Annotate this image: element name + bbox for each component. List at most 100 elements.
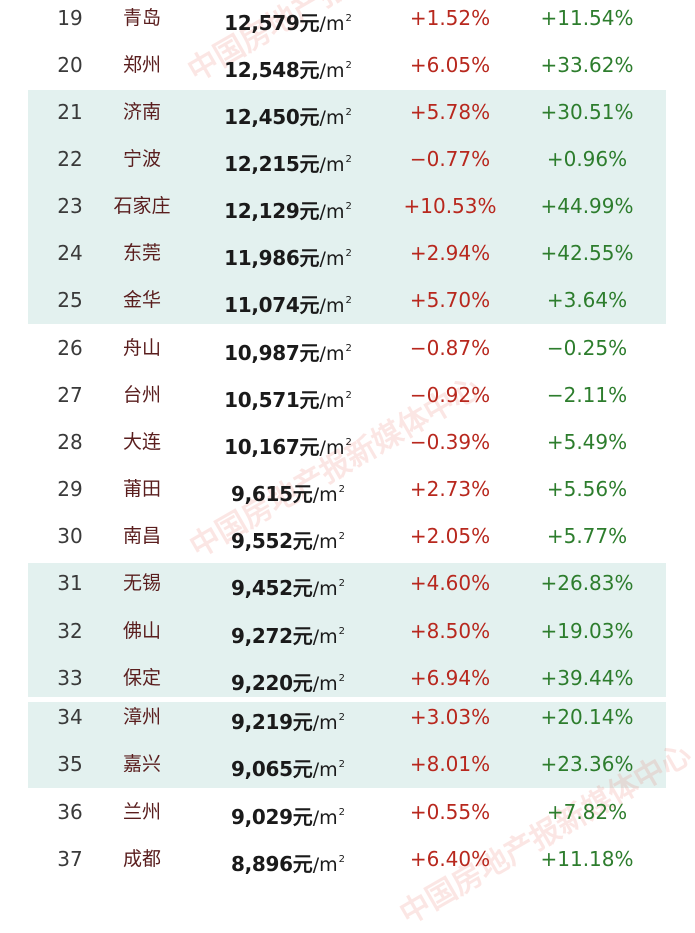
- year-change-cell: +44.99%: [540, 194, 634, 218]
- price-cell: 9,029元/m2: [208, 789, 368, 836]
- price-unit-sup: 2: [338, 712, 346, 723]
- price-cell: 10,987元/m2: [208, 325, 368, 372]
- price-cell: 11,074元/m2: [208, 277, 368, 324]
- year-change-cell: +19.03%: [540, 619, 634, 643]
- price-unit-yuan: 元: [299, 246, 320, 270]
- rank-cell: 22: [57, 147, 83, 171]
- price-cell: 9,065元/m2: [208, 741, 368, 788]
- year-change-cell: +33.62%: [540, 53, 634, 77]
- price-unit-area: /m: [312, 673, 338, 695]
- price-unit-sup: 2: [338, 578, 346, 589]
- rank-cell: 26: [57, 336, 83, 360]
- year-change-cell: +7.82%: [546, 800, 628, 824]
- table-row: 36 兰州 9,029元/m2 +0.55% +7.82%: [0, 789, 695, 836]
- month-change-cell: −0.77%: [409, 147, 491, 171]
- table-row: 30 南昌 9,552元/m2 +2.05% +5.77%: [0, 513, 695, 560]
- price-cell: 9,615元/m2: [208, 466, 368, 513]
- price-cell: 11,986元/m2: [208, 230, 368, 277]
- table-row: 21 济南 12,450元/m2 +5.78% +30.51%: [0, 89, 695, 136]
- city-cell: 东莞: [122, 242, 161, 264]
- year-change-cell: +23.36%: [540, 752, 634, 776]
- price-unit-area: /m: [319, 60, 345, 82]
- row-group-band: [28, 702, 666, 788]
- table-row: 25 金华 11,074元/m2 +5.70% +3.64%: [0, 277, 695, 324]
- city-cell: 莆田: [122, 478, 161, 500]
- price-unit-sup: 2: [345, 390, 352, 401]
- price-unit-yuan: 元: [292, 852, 313, 876]
- price-unit-area: /m: [312, 578, 338, 600]
- table-row: 19 青岛 12,579元/m2 +1.52% +11.54%: [0, 0, 695, 42]
- price-unit-yuan: 元: [292, 624, 313, 648]
- year-change-cell: +11.18%: [540, 847, 634, 871]
- price-unit-area: /m: [312, 807, 338, 829]
- rank-cell: 29: [57, 477, 83, 501]
- price-value: 10,167: [224, 435, 300, 459]
- price-value: 9,029: [230, 805, 293, 829]
- city-cell: 兰州: [122, 801, 161, 823]
- month-change-cell: +2.73%: [409, 477, 491, 501]
- price-unit-yuan: 元: [299, 105, 320, 129]
- month-change-cell: −0.92%: [409, 383, 491, 407]
- price-unit-area: /m: [319, 13, 345, 35]
- price-unit-area: /m: [312, 759, 338, 781]
- month-change-cell: +5.78%: [409, 100, 491, 124]
- price-unit-yuan: 元: [299, 341, 320, 365]
- price-unit-sup: 2: [345, 295, 352, 306]
- year-change-cell: +0.96%: [546, 147, 628, 171]
- price-unit-area: /m: [312, 484, 338, 506]
- price-unit-yuan: 元: [299, 152, 320, 176]
- price-unit-area: /m: [312, 626, 338, 648]
- price-unit-sup: 2: [338, 807, 346, 818]
- price-value: 9,272: [230, 624, 293, 648]
- month-change-cell: +6.40%: [409, 847, 491, 871]
- city-cell: 青岛: [122, 7, 161, 29]
- year-change-cell: +11.54%: [540, 6, 634, 30]
- price-cell: 12,129元/m2: [208, 183, 368, 230]
- month-change-cell: +5.70%: [409, 288, 491, 312]
- rank-cell: 19: [57, 6, 83, 30]
- price-cell: 12,579元/m2: [208, 0, 368, 42]
- price-unit-yuan: 元: [299, 435, 320, 459]
- price-unit-sup: 2: [345, 248, 352, 259]
- rank-cell: 24: [57, 241, 83, 265]
- city-cell: 无锡: [122, 572, 161, 594]
- price-value: 9,065: [230, 757, 293, 781]
- city-cell: 嘉兴: [122, 753, 161, 775]
- table-row: 37 成都 8,896元/m2 +6.40% +11.18%: [0, 836, 695, 883]
- city-cell: 成都: [122, 848, 161, 870]
- price-cell: 9,452元/m2: [208, 560, 368, 607]
- city-cell: 大连: [122, 431, 161, 453]
- price-value: 9,220: [230, 671, 293, 695]
- price-value: 12,450: [224, 105, 300, 129]
- table-row: 27 台州 10,571元/m2 −0.92% −2.11%: [0, 372, 695, 419]
- month-change-cell: +3.03%: [409, 705, 491, 729]
- table-row: 29 莆田 9,615元/m2 +2.73% +5.56%: [0, 466, 695, 513]
- price-value: 9,452: [230, 576, 293, 600]
- price-unit-area: /m: [319, 154, 345, 176]
- rank-cell: 37: [57, 847, 83, 871]
- price-value: 12,129: [224, 199, 300, 223]
- price-unit-yuan: 元: [292, 529, 313, 553]
- price-unit-sup: 2: [338, 854, 346, 865]
- price-unit-yuan: 元: [299, 293, 320, 317]
- price-unit-sup: 2: [345, 437, 352, 448]
- month-change-cell: +2.94%: [409, 241, 491, 265]
- price-value: 12,548: [224, 58, 300, 82]
- month-change-cell: +4.60%: [409, 571, 491, 595]
- city-cell: 金华: [122, 289, 161, 311]
- price-unit-yuan: 元: [292, 805, 313, 829]
- price-unit-area: /m: [319, 343, 345, 365]
- table-row: 26 舟山 10,987元/m2 −0.87% −0.25%: [0, 325, 695, 372]
- row-group-band: [28, 563, 666, 697]
- price-cell: 10,571元/m2: [208, 372, 368, 419]
- month-change-cell: −0.39%: [409, 430, 491, 454]
- city-cell: 宁波: [122, 148, 161, 170]
- price-cell: 12,548元/m2: [208, 42, 368, 89]
- city-cell: 济南: [122, 101, 161, 123]
- city-cell: 郑州: [122, 54, 161, 76]
- price-unit-yuan: 元: [292, 671, 313, 695]
- month-change-cell: +10.53%: [403, 194, 497, 218]
- month-change-cell: +6.94%: [409, 666, 491, 690]
- table-row: 24 东莞 11,986元/m2 +2.94% +42.55%: [0, 230, 695, 277]
- year-change-cell: +5.77%: [546, 524, 628, 548]
